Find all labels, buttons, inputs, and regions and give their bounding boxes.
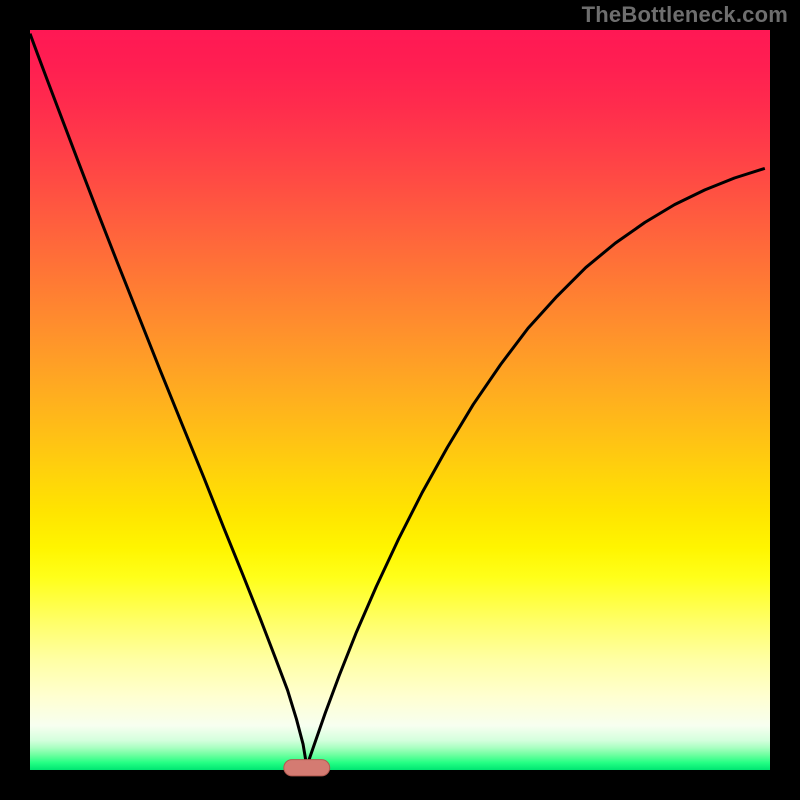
bottleneck-curve-chart [0, 0, 800, 800]
plot-background [30, 30, 770, 770]
chart-container: TheBottleneck.com [0, 0, 800, 800]
optimum-marker [284, 760, 330, 776]
watermark-label: TheBottleneck.com [582, 2, 788, 28]
